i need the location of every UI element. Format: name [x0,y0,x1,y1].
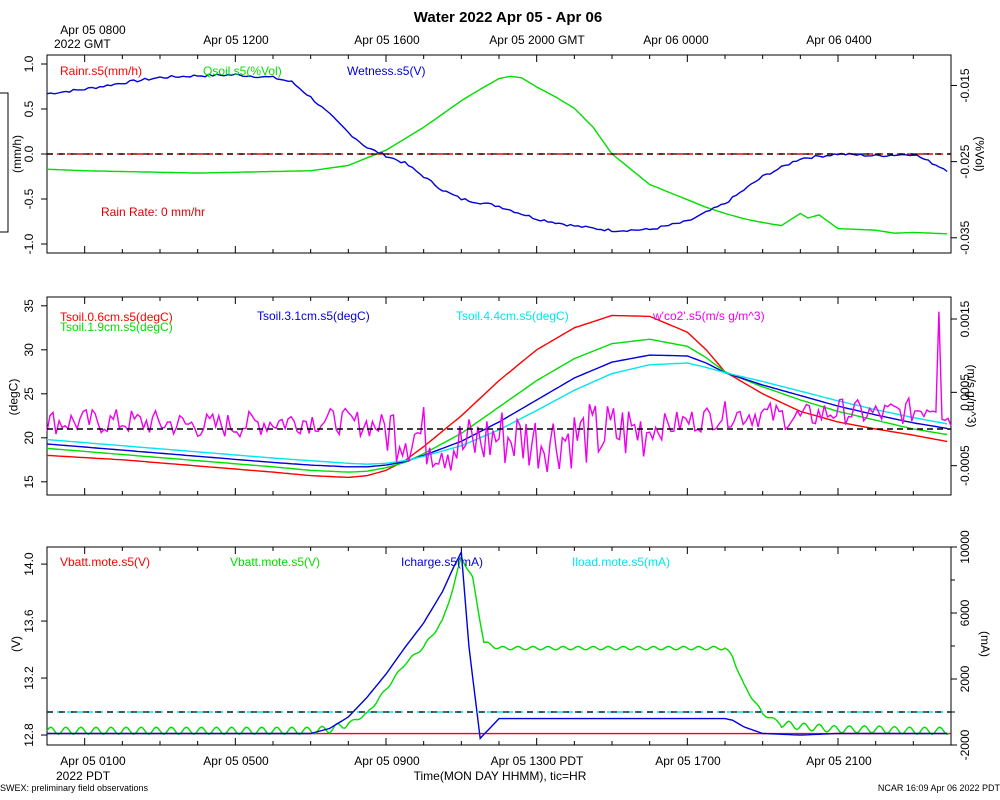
legend-power-1: Vbatt.mote.s5(V) [230,555,320,569]
left-bracket [0,92,9,233]
footer-left: SWEX: preliminary field observations [0,783,149,793]
legend-power-0: Vbatt.mote.s5(V) [60,555,150,569]
top-time-label: Apr 05 1200 [203,33,269,47]
panel-water-ytick-label-left: 0.0 [22,145,36,162]
panel-tsoil-ytick-label-left: 15 [22,475,36,489]
panel-tsoil-ytick-label-right: 0.0015 [958,300,972,337]
panel1-ylabel-left: (mm/h) [10,135,24,173]
panel2-ylabel-right: (m/s g/m^3) [964,364,979,428]
bottom-time-label: Apr 05 1300 PDT [491,754,584,768]
panel-water-ytick-label-right: -0.015 [958,68,972,102]
rain-rate-annotation: Rain Rate: 0 mm/hr [101,205,206,219]
panel-tsoil-ytick-label-right: 0.0005 [958,374,972,411]
panel-power-ytick-label-right: 6000 [958,599,972,626]
panel-water-ytick-label-right: -0.035 [958,220,972,254]
panel-power-ytick-label-right: 10000 [958,530,972,564]
legend-water-2: Wetness.s5(V) [347,64,425,78]
footer-right: NCAR 16:09 Apr 06 2022 PDT [877,783,1000,793]
panel-water-ytick-label-left: -1.0 [22,233,36,254]
series-tsoil-3 [46,362,948,465]
panel-tsoil-ytick-label-left: 20 [22,431,36,445]
panel3-ylabel-right: (mA) [978,631,992,657]
series-power-2 [47,549,948,740]
top-time-label: Apr 06 0400 [806,33,872,47]
legend-tsoil-0: Tsoil.0.6cm.s5(degC) [60,310,173,324]
panel-power-ytick-label-left: 13.6 [22,609,36,633]
panel-power-ytick-label-left: 13.2 [22,666,36,690]
panel-tsoil-ytick-label-right: -0.0005 [958,445,972,486]
series-power-1 [46,554,950,736]
series-tsoil-2 [46,354,948,468]
panel1-ylabel-right: (%Vol) [972,136,987,172]
x-axis-label: Time(MON DAY HHMM), tic=HR [413,769,587,783]
panel-water-ytick-label-left: 1.0 [22,55,36,72]
panel-water-ytick-label-right: -0.025 [958,144,972,178]
series-tsoil-0 [46,314,948,479]
panel-power-ytick-label-right: 2000 [958,665,972,692]
legend-tsoil-1: Tsoil.1.9cm.s5(degC) [60,320,173,334]
panel-power-ytick-label-left: 12.8 [22,723,36,747]
legend-tsoil-4: w'co2'.s5(m/s g/m^3) [652,309,765,323]
bottom-time-label: Apr 05 1700 [655,754,721,768]
legend-power-3: Iload.mote.s5(mA) [572,555,670,569]
top-sublabel: 2022 GMT [54,37,111,51]
series-water-1 [46,75,948,235]
bottom-time-label: Apr 05 0500 [203,754,269,768]
legend-tsoil-2: Tsoil.3.1cm.s5(degC) [257,309,370,323]
top-time-label: Apr 06 0000 [643,33,709,47]
series-tsoil-4 [46,311,952,473]
panel-tsoil-ytick-label-left: 35 [22,299,36,313]
panel-tsoil-ytick-label-left: 25 [22,387,36,401]
legend-tsoil-3: Tsoil.4.4cm.s5(degC) [456,309,569,323]
top-time-label: Apr 05 0800 [60,23,126,37]
panel-power-ytick-label-left: 14.0 [22,552,36,576]
top-time-label: Apr 05 2000 GMT [489,33,585,47]
panel2-ylabel-left: (degC) [6,378,21,416]
legend-water-0: Rainr.s5(mm/h) [60,64,142,78]
legend-water-1: Qsoil.s5(%Vol) [203,64,282,78]
panel-power-ytick-label-right: -2000 [958,729,972,760]
bottom-sublabel: 2022 PDT [56,769,111,783]
panel-tsoil-ytick-label-left: 30 [22,343,36,357]
series-water-2 [46,73,948,233]
panel-water-ytick-label-left: -0.5 [22,188,36,209]
panel3-ylabel-left: (V) [9,636,23,652]
bottom-time-label: Apr 05 2100 [806,754,872,768]
bottom-time-label: Apr 05 0100 [60,754,126,768]
legend-power-2: Icharge.s5(mA) [401,555,483,569]
top-time-label: Apr 05 1600 [354,33,420,47]
chart-title: Water 2022 Apr 05 - Apr 06 [413,9,603,26]
series-tsoil-1 [46,338,948,473]
panel-water-ytick-label-left: 0.5 [22,100,36,117]
panel-power-frame [46,546,952,746]
bottom-time-label: Apr 05 0900 [354,754,420,768]
